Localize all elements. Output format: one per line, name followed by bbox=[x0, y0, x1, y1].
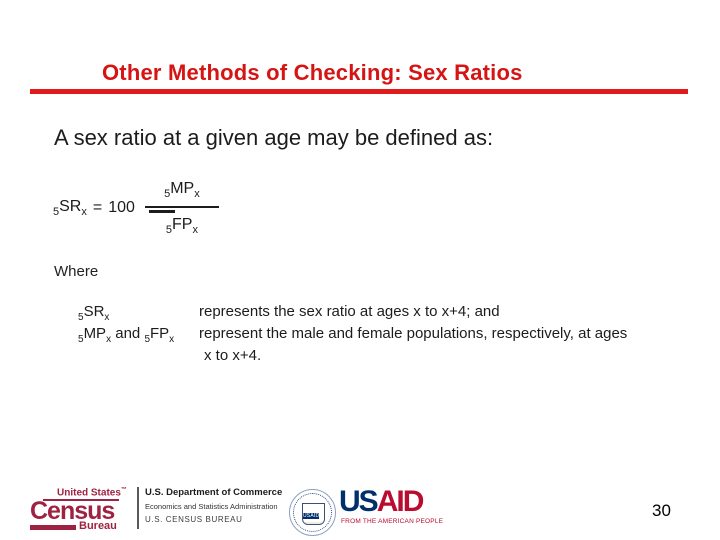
definition-term-spacer bbox=[78, 345, 199, 367]
title-underline-rule bbox=[30, 89, 688, 94]
formula-lhs-subscript: x bbox=[81, 205, 87, 218]
trademark-icon: ™ bbox=[120, 487, 127, 493]
numerator-presubscript: 5 bbox=[164, 188, 171, 201]
census-bureau-label: Bureau bbox=[79, 520, 117, 532]
formula-lhs-symbol: SR bbox=[59, 197, 82, 215]
usaid-seal-shield: USAID bbox=[302, 503, 325, 525]
commerce-administration-label: Economics and Statistics Administration bbox=[145, 502, 278, 511]
fraction-numerator: 5MPx bbox=[164, 179, 200, 200]
numerator-symbol: MP bbox=[170, 180, 195, 197]
formula-fraction: 5MPx 5FPx bbox=[144, 179, 219, 236]
census-bureau-logo: United States™ Census Bureau bbox=[30, 486, 136, 536]
definition-list: 5SRx represents the sex ratio at ages x … bbox=[78, 301, 627, 367]
formula-left-hand-side: 5SRx bbox=[53, 198, 87, 218]
fraction-bar-thick-segment bbox=[148, 210, 175, 214]
usaid-seal-text-ring bbox=[293, 493, 332, 532]
commerce-text-block: U.S. Department of Commerce Economics an… bbox=[145, 487, 282, 524]
where-label: Where bbox=[54, 263, 99, 280]
definition-text-mp-fp-line1: represent the male and female population… bbox=[199, 325, 628, 342]
commerce-census-bureau-label: U.S. CENSUS BUREAU bbox=[145, 515, 243, 524]
usaid-tagline: FROM THE AMERICAN PEOPLE bbox=[341, 518, 444, 525]
formula-coefficient: 100 bbox=[108, 198, 135, 216]
term-fp-symbol: FP bbox=[150, 325, 170, 342]
usaid-wordmark: USAID bbox=[339, 485, 425, 518]
fraction-denominator: 5FPx bbox=[166, 215, 198, 236]
census-logo-united-states-text: United States™ bbox=[57, 487, 127, 498]
denominator-subscript: x bbox=[192, 224, 198, 237]
census-united-states-label: United States bbox=[57, 487, 121, 499]
definition-text-sr: represents the sex ratio at ages x to x+… bbox=[199, 303, 500, 320]
slide-page-number: 30 bbox=[652, 501, 671, 520]
commerce-department-label: U.S. Department of Commerce bbox=[145, 487, 283, 498]
term-sr-subscript: x bbox=[104, 312, 110, 323]
term-sr-presubscript: 5 bbox=[78, 312, 84, 323]
term-mp-subscript: x bbox=[106, 334, 112, 345]
intro-sentence: A sex ratio at a given age may be define… bbox=[54, 125, 494, 150]
formula-equals-sign: = bbox=[92, 198, 103, 216]
definition-term-sr: 5SRx bbox=[78, 301, 199, 323]
numerator-subscript: x bbox=[194, 188, 200, 201]
usaid-seal-shield-mid-band bbox=[303, 522, 324, 524]
census-wordmark: Census bbox=[30, 497, 115, 525]
denominator-presubscript: 5 bbox=[165, 224, 172, 237]
term-fp-presubscript: 5 bbox=[144, 334, 150, 345]
term-sr-symbol: SR bbox=[83, 303, 105, 320]
sex-ratio-formula: 5SRx = 100 5MPx 5FPx bbox=[53, 179, 219, 236]
term-mp-symbol: MP bbox=[83, 325, 107, 342]
term-mp-presubscript: 5 bbox=[78, 334, 84, 345]
usaid-wordmark-us: US bbox=[339, 485, 379, 518]
formula-lhs-presubscript: 5 bbox=[53, 205, 60, 218]
definition-term-mp-fp: 5MPx and 5FPx bbox=[78, 323, 199, 345]
denominator-symbol: FP bbox=[171, 216, 193, 234]
definition-text-mp-fp-line2: x to x+4. bbox=[204, 347, 262, 364]
usaid-seal-icon: USAID bbox=[289, 489, 336, 536]
fraction-bar bbox=[144, 206, 219, 214]
census-logo-top-rule bbox=[43, 499, 119, 501]
census-logo-bottom-bar bbox=[30, 525, 76, 530]
term-fp-subscript: x bbox=[169, 334, 175, 345]
usaid-seal-shield-label: USAID bbox=[303, 513, 320, 519]
footer-divider-line bbox=[137, 487, 139, 529]
slide-title: Other Methods of Checking: Sex Ratios bbox=[102, 60, 523, 85]
usaid-wordmark-aid: AID bbox=[376, 485, 425, 518]
term-joiner: and bbox=[111, 325, 145, 342]
